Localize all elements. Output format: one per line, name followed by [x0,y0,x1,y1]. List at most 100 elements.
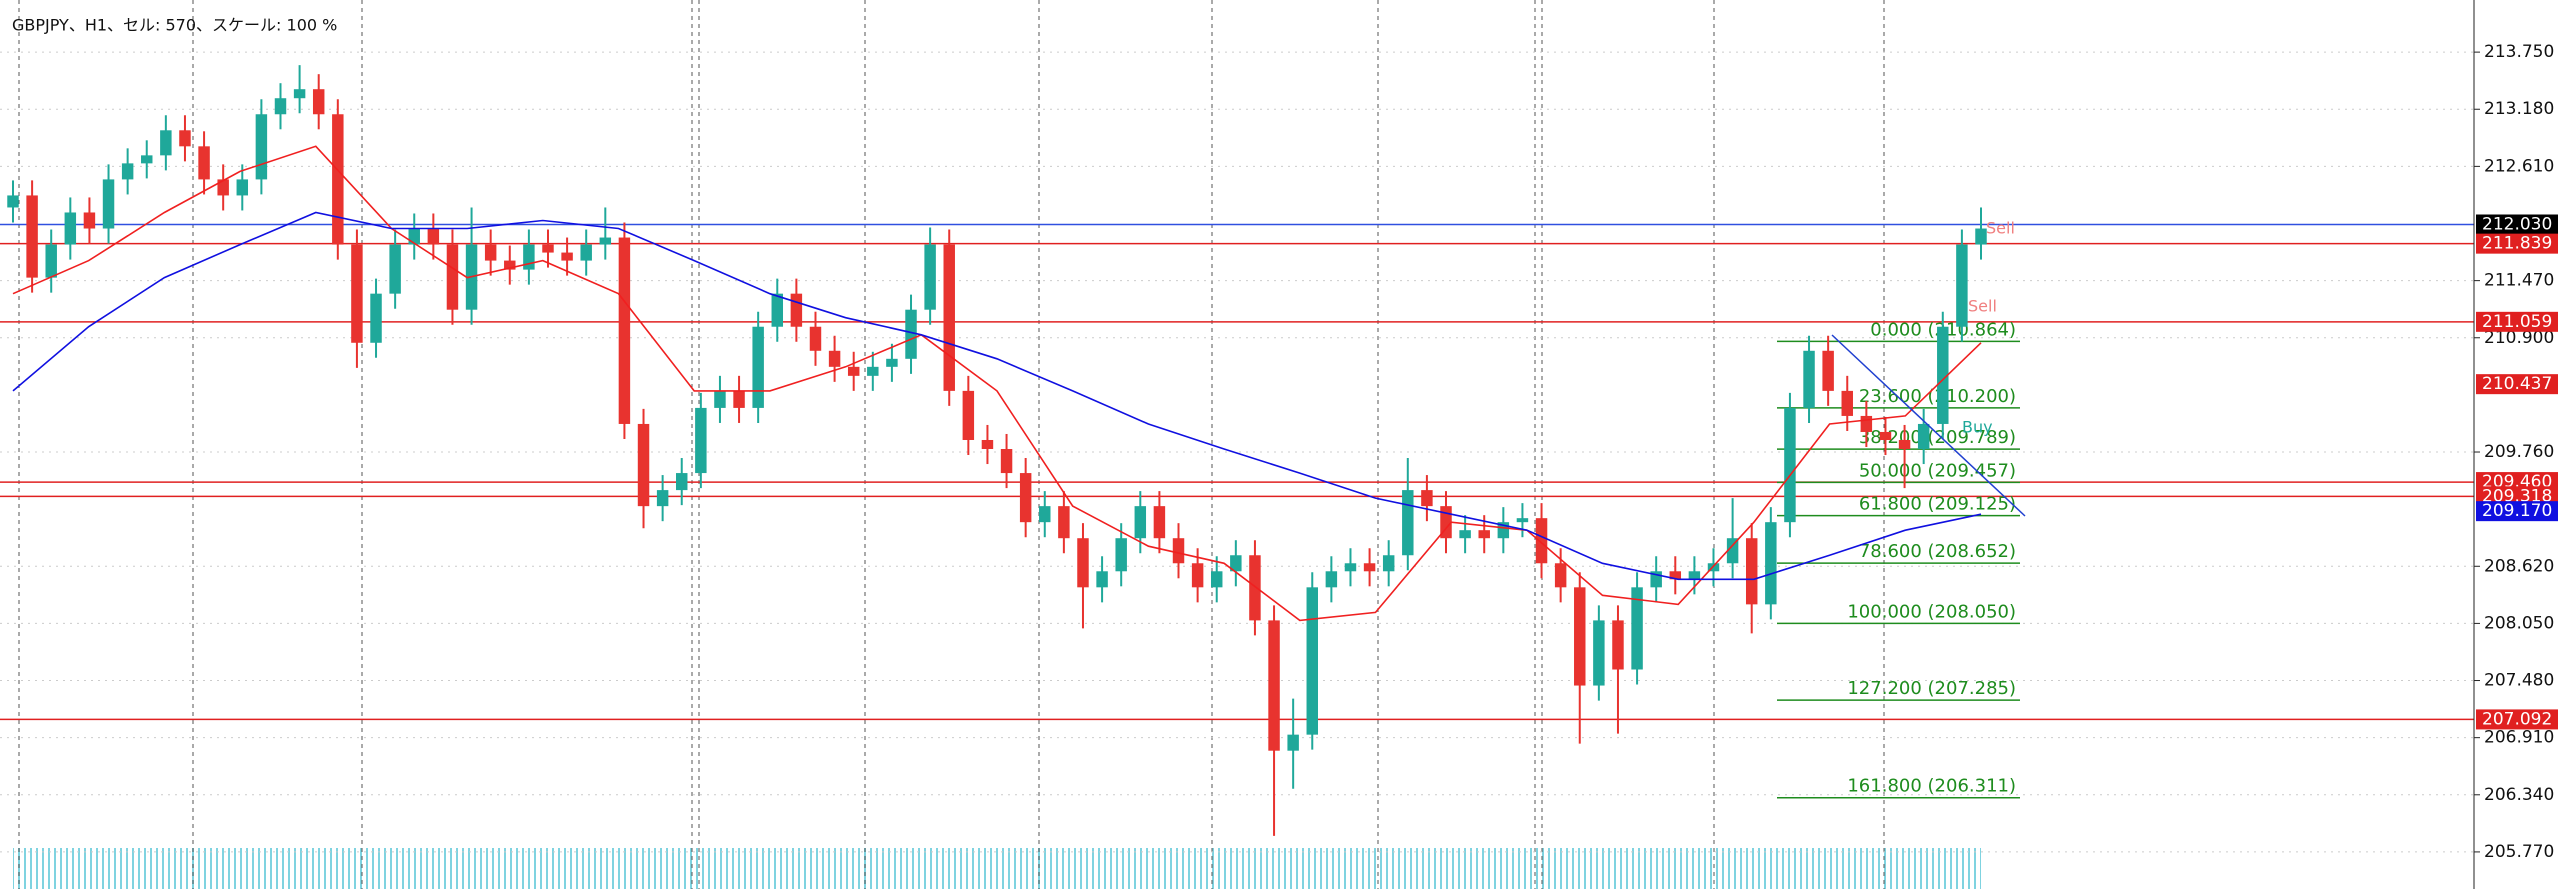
y-tick-label: 212.610 [2484,156,2554,176]
candle-body [293,89,306,99]
y-tick-label: 213.750 [2484,42,2554,62]
candle-body [1153,506,1166,539]
candle-body [1019,473,1032,523]
level-label: 210.437 [2482,374,2552,394]
candle-body [656,490,669,507]
annotation: Sell [1986,219,2015,238]
level-label: 207.092 [2482,709,2552,729]
candle-body [676,473,688,491]
level-label-bg [2476,233,2558,254]
candle-body [1115,538,1127,572]
candle-body [1306,587,1318,735]
y-tick-label: 206.340 [2484,785,2554,805]
candle-body [1172,538,1185,564]
y-tick-label: 213.180 [2484,99,2554,119]
candle-body [1191,563,1204,588]
candle-body [618,237,631,424]
candle-body [484,244,497,261]
candle-body [1402,490,1414,556]
candle-body [1937,326,1949,424]
candle-body [1822,350,1834,391]
candle-body [179,130,191,147]
level-label-bg [2476,214,2558,235]
candle-body [905,309,917,359]
y-tick-label: 209.760 [2484,442,2554,462]
candle-body [599,237,612,245]
candle-body [1650,571,1662,588]
candle-body [198,146,210,180]
level-label: 212.030 [2482,215,2552,235]
candle-body [7,195,19,208]
candle-body [1574,587,1586,686]
candle-body [1134,506,1147,539]
annotation: Buy [1962,418,1993,437]
candle-body [1096,571,1108,588]
candle-body [561,252,573,261]
level-label-bg [2476,709,2558,730]
candle-body [1421,490,1433,507]
candle-body [1325,571,1338,588]
y-tick-label: 207.480 [2484,671,2554,691]
candle-body [1631,587,1643,670]
candle-body [446,244,459,310]
candle-body [867,366,879,376]
level-label: 211.059 [2482,312,2552,332]
candle-body [1077,538,1089,588]
candle-body [83,212,96,229]
ma-line [12,211,1982,581]
candle-body [389,244,401,294]
candle-body [26,195,38,278]
candle-body [1535,518,1548,564]
candle-body [1726,538,1739,564]
candle-body [1440,506,1452,539]
candle-body [121,163,134,180]
candle-body [981,439,994,450]
candle-body [1287,734,1299,751]
candle-body [1382,555,1395,572]
candle-body [312,89,325,115]
candle-body [236,179,249,196]
candle-body [847,366,860,376]
fibo-label: 127.200 (207.285) [1847,678,2016,699]
candle-body [1784,407,1796,523]
candle-body [733,390,745,408]
candle-body [771,293,784,327]
level-label-bg [2476,374,2558,395]
candle-body [695,407,707,474]
y-tick-label: 205.770 [2484,842,2554,862]
chart-title: GBPJPY、H1、セル: 570、スケール: 100 % [12,16,337,35]
level-label-bg [2476,311,2558,332]
candle-body [1249,555,1261,621]
candle-body [1745,538,1758,605]
candle-body [924,244,936,310]
y-tick-label: 208.620 [2484,556,2554,576]
candle-body [1210,571,1223,588]
fibo-label: 100.000 (208.050) [1847,601,2016,622]
candle-body [1803,350,1815,408]
candle-body [752,326,764,408]
candle-body [580,244,592,261]
trend-line [1831,334,2026,517]
candle-body [943,244,955,391]
candle-body [1000,449,1013,474]
candle-body [217,179,229,196]
candle-body [790,293,803,327]
candle-body [1841,390,1853,416]
candle-body [1516,518,1529,523]
candle-body [102,179,115,229]
level-label: 209.170 [2482,501,2552,521]
candle-body [542,244,554,253]
candle-body [1497,522,1510,539]
candle-body [1669,571,1682,580]
candle-body [1707,563,1720,572]
candle-body [1230,555,1242,572]
candle-body [1612,620,1624,670]
candle-body [1554,563,1567,588]
volume-strip [13,848,1981,889]
y-tick-label: 210.900 [2484,328,2554,348]
candle-body [1363,563,1376,572]
candle-body [427,228,440,245]
